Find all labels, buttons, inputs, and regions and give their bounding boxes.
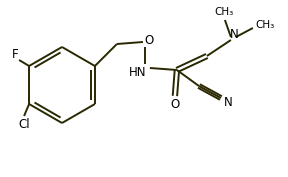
Text: Cl: Cl bbox=[18, 118, 30, 130]
Text: O: O bbox=[144, 35, 154, 47]
Text: N: N bbox=[230, 28, 238, 41]
Text: CH₃: CH₃ bbox=[255, 20, 274, 30]
Text: CH₃: CH₃ bbox=[214, 7, 234, 17]
Text: N: N bbox=[223, 96, 232, 109]
Text: O: O bbox=[170, 98, 179, 110]
Text: F: F bbox=[12, 48, 18, 61]
Text: HN: HN bbox=[129, 65, 147, 79]
